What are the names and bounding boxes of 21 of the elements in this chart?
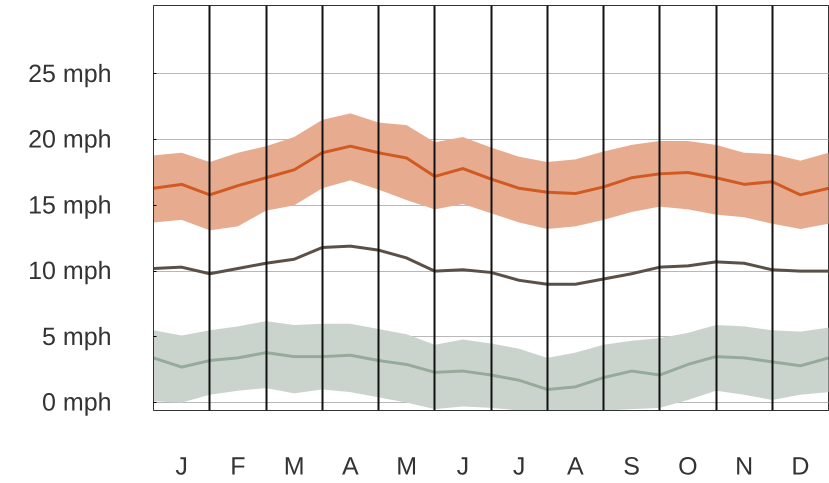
x-tick-label: J [456,452,470,480]
x-tick-label: M [396,452,418,480]
x-tick-label: A [342,452,360,480]
x-tick-label: O [678,452,698,480]
y-tick-label: 25 mph [28,60,112,88]
line-series [154,351,828,391]
x-tick-label: J [512,452,526,480]
y-tick-label: 0 mph [42,388,112,417]
x-tick-label: J [175,452,188,480]
line-series [154,144,828,196]
x-tick-label: D [791,452,810,480]
x-tick-label: S [623,452,640,480]
line-series [154,244,828,286]
x-tick-label: F [230,452,246,480]
x-tick-label: M [284,452,305,480]
y-tick-label: 15 mph [28,191,112,220]
x-tick-label: A [567,452,584,480]
y-tick-label: 10 mph [28,257,112,286]
y-tick-label: 20 mph [28,126,112,154]
x-tick-label: N [735,452,754,480]
y-tick-label: 5 mph [42,322,112,351]
